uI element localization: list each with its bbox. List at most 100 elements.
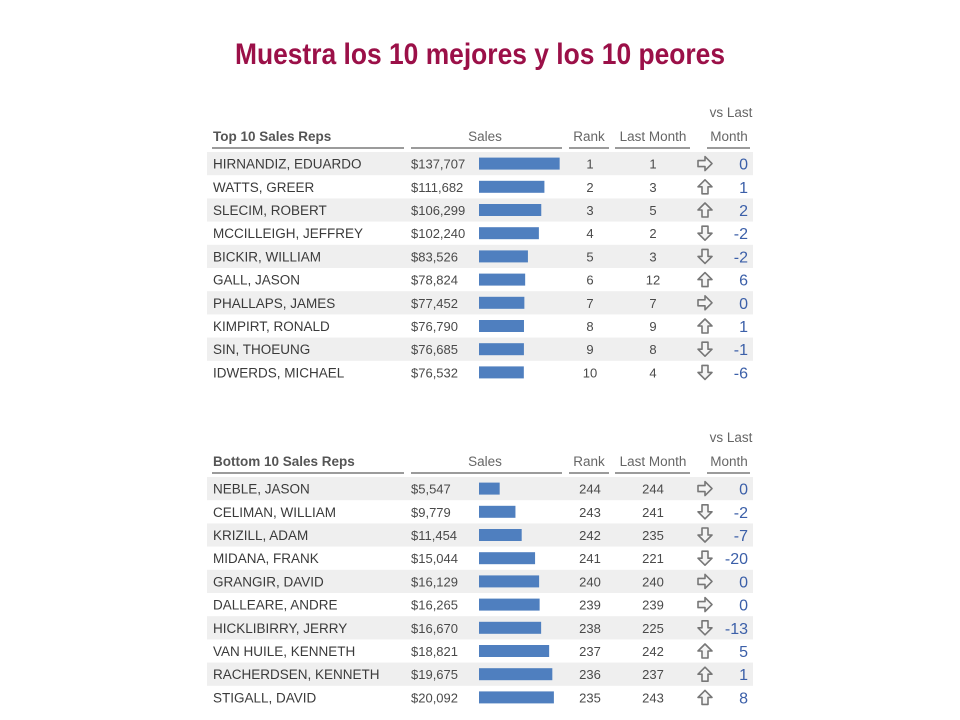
sales-bar [479, 645, 550, 657]
table-row: SLECIM, ROBERT $106,299 3 5 2 [207, 198, 753, 222]
last-month-value: 1 [649, 157, 656, 172]
table-row: BICKIR, WILLIAM $83,526 5 3 -2 [207, 244, 753, 268]
up-arrow-icon [697, 689, 713, 706]
sales-value-label: $102,240 [411, 226, 465, 241]
sales-bar [479, 366, 524, 379]
vs-last-month-value: 1 [739, 180, 748, 197]
vs-last-month-value: 2 [739, 203, 748, 220]
sales-bar [479, 204, 542, 216]
sales-bar [479, 621, 542, 634]
down-arrow-icon [697, 527, 713, 543]
rank-value: 236 [579, 667, 601, 682]
last-month-value: 9 [649, 319, 656, 334]
last-month-value: 12 [646, 273, 660, 288]
vs-last-header-line1: vs Last [710, 430, 753, 445]
last-month-value: 7 [649, 296, 656, 311]
sales-value-label: $11,454 [411, 528, 457, 543]
rank-value: 240 [579, 574, 601, 589]
top-10-sales-reps-table: vs Last Top 10 Sales Reps Sales Rank Last Mo… [207, 100, 753, 385]
rank-value: 6 [586, 273, 593, 288]
rank-value: 8 [586, 319, 593, 334]
table-row: VAN HUILE, KENNETH $18,821 237 242 5 [213, 643, 748, 661]
sales-bar [479, 575, 540, 588]
right-arrow-icon [697, 573, 713, 590]
rep-name: HICKLIBIRRY, JERRY [213, 621, 347, 636]
vs-last-month-value: -2 [734, 249, 748, 266]
sales-value-label: $18,821 [411, 644, 458, 659]
sales-value-label: $20,092 [411, 690, 458, 705]
vs-last-month-value: 5 [739, 644, 748, 661]
vs-last-month-value: -7 [734, 528, 748, 545]
vs-last-month-value: 0 [739, 574, 748, 591]
sales-value-label: $83,526 [411, 249, 458, 264]
last-month-value: 240 [642, 574, 664, 589]
sales-bar [479, 343, 524, 356]
rep-name: SIN, THOEUNG [213, 342, 310, 357]
vs-last-month-value: 0 [739, 598, 748, 615]
rank-value: 2 [586, 180, 593, 195]
table-row: DALLEARE, ANDRE $16,265 239 239 0 [213, 596, 748, 615]
sales-bar [479, 250, 528, 263]
rank-value: 243 [579, 505, 601, 520]
vs-last-month-value: -2 [734, 505, 748, 522]
table-row: MCCILLEIGH, JEFFREY $102,240 4 2 -2 [213, 225, 748, 243]
rep-name: RACHERDSEN, KENNETH [213, 667, 380, 682]
rep-name: MIDANA, FRANK [213, 551, 319, 566]
table-title: Bottom 10 Sales Reps [213, 454, 355, 469]
vs-last-month-value: -20 [725, 551, 748, 568]
vs-last-header-line2: Month [710, 129, 748, 144]
rep-name: SLECIM, ROBERT [213, 203, 327, 218]
rep-name: HIRNANDIZ, EDUARDO [213, 157, 362, 172]
sales-value-label: $15,044 [411, 551, 458, 566]
sales-value-label: $76,532 [411, 365, 458, 380]
sales-value-label: $111,682 [411, 180, 463, 195]
up-arrow-icon [697, 643, 713, 659]
vs-last-header-line1: vs Last [710, 105, 753, 120]
down-arrow-icon [697, 225, 713, 241]
last-month-value: 2 [649, 226, 656, 241]
rep-name: STIGALL, DAVID [213, 690, 317, 705]
sales-value-label: $78,824 [411, 273, 458, 288]
sales-bar [479, 691, 554, 704]
sales-bar [479, 180, 545, 193]
table-row: SIN, THOEUNG $76,685 9 8 -1 [207, 337, 753, 361]
sales-value-label: $16,670 [411, 621, 458, 636]
table-row: RACHERDSEN, KENNETH $19,675 236 237 1 [207, 662, 753, 686]
table-row: HICKLIBIRRY, JERRY $16,670 238 225 -13 [207, 616, 753, 640]
rep-name: CELIMAN, WILLIAM [213, 505, 336, 520]
right-arrow-icon [697, 480, 713, 497]
top-10-sales-table-svg: vs Last Top 10 Sales Reps Sales Rank Last Mo… [207, 105, 753, 382]
rep-name: VAN HUILE, KENNETH [213, 644, 355, 659]
last-month-value: 8 [649, 342, 656, 357]
last-month-value: 237 [642, 667, 664, 682]
vs-last-month-value: 6 [739, 273, 748, 290]
table-row: HIRNANDIZ, EDUARDO $137,707 1 1 0 [207, 152, 753, 176]
sales-column-header: Sales [468, 454, 502, 469]
rank-value: 5 [586, 249, 593, 264]
rank-value: 242 [579, 528, 601, 543]
rank-value: 7 [586, 296, 593, 311]
vs-last-month-value: 0 [739, 482, 748, 499]
down-arrow-icon [697, 620, 713, 636]
right-arrow-icon [697, 155, 713, 172]
vs-last-month-value: -6 [734, 365, 748, 382]
table-row: NEBLE, JASON $5,547 244 244 0 [207, 477, 753, 501]
rank-column-header: Rank [573, 129, 605, 144]
up-arrow-icon [697, 202, 713, 218]
up-arrow-icon [697, 318, 713, 334]
sales-value-label: $76,685 [411, 342, 458, 357]
table-row: GALL, JASON $78,824 6 12 6 [213, 271, 748, 290]
last-month-value: 221 [642, 551, 664, 566]
rep-name: NEBLE, JASON [213, 482, 310, 497]
last-month-column-header: Last Month [620, 129, 687, 144]
up-arrow-icon [697, 179, 713, 195]
down-arrow-icon [697, 550, 713, 566]
last-month-value: 5 [649, 203, 656, 218]
table-row: GRANGIR, DAVID $16,129 240 240 0 [207, 569, 753, 593]
last-month-value: 242 [642, 644, 664, 659]
vs-last-month-value: -13 [725, 621, 748, 638]
last-month-value: 244 [642, 482, 664, 497]
rep-name: KRIZILL, ADAM [213, 528, 308, 543]
rank-value: 4 [586, 226, 593, 241]
sales-column-header: Sales [468, 129, 502, 144]
